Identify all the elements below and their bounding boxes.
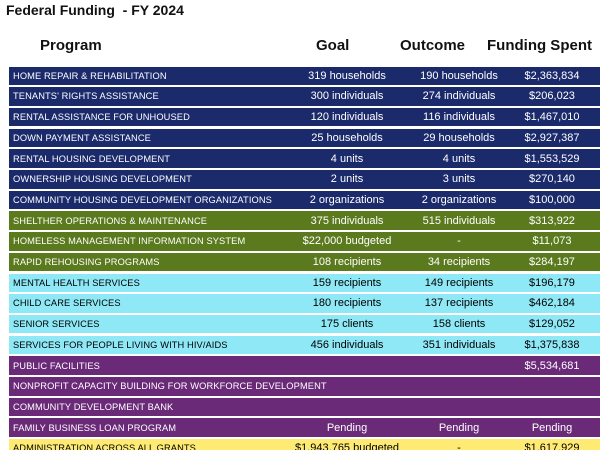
table-row: TENANTS' RIGHTS ASSISTANCE 300 individual… — [9, 87, 600, 106]
table-row: RAPID REHOUSING PROGRAMS 108 recipients 34… — [9, 252, 600, 272]
outcome-value: 274 individuals — [422, 90, 496, 103]
table-row: RENTAL HOUSING DEVELOPMENT 4 units 4 units… — [9, 149, 600, 168]
program-name: SHELTHER OPERATIONS & MAINTENANCE — [13, 215, 208, 226]
goal-value: 159 recipients — [312, 276, 382, 289]
program-name: RAPID REHOUSING PROGRAMS — [13, 257, 160, 268]
funding-spent-value: $11,073 — [532, 235, 572, 248]
funding-spent-value: $1,375,838 — [524, 338, 580, 351]
program-name: DOWN PAYMENT ASSISTANCE — [13, 132, 151, 143]
goal-value: 319 households — [308, 69, 386, 82]
table-row: SHELTHER OPERATIONS & MAINTENANCE 375 ind… — [9, 211, 600, 230]
program-name: ADMINISTRATION ACROSS ALL GRANTS — [13, 443, 196, 450]
goal-value: 108 recipients — [312, 256, 382, 269]
funding-spent-value: Pending — [531, 421, 573, 434]
goal-column-header: Goal — [316, 37, 350, 54]
program-name: PUBLIC FACILITIES — [13, 360, 100, 371]
outcome-value: 351 individuals — [422, 338, 496, 351]
program-name: COMMUNITY HOUSING DEVELOPMENT ORGANIZATI… — [13, 194, 272, 205]
outcome-value: 3 units — [442, 173, 476, 186]
program-name: SENIOR SERVICES — [13, 319, 100, 330]
table-row: SERVICES FOR PEOPLE LIVING WITH HIV/AIDS… — [9, 335, 600, 355]
outcome-column-header: Outcome — [400, 37, 466, 54]
funding-spent-value: $100,000 — [529, 193, 575, 206]
outcome-value: 34 recipients — [427, 256, 491, 269]
outcome-value: 2 organizations — [421, 193, 497, 206]
funding-spent-value: $284,197 — [529, 256, 575, 269]
outcome-value: 190 households — [420, 69, 498, 82]
goal-value: 4 units — [330, 152, 364, 165]
table-row: COMMUNITY DEVELOPMENT BANK — [9, 397, 600, 417]
funding-spent-value: $206,023 — [529, 90, 575, 103]
funding-spent-column-header: Funding Spent — [487, 37, 592, 54]
funding-spent-value: $5,534,681 — [524, 359, 580, 372]
goal-value: $1,943,765 budgeted — [295, 442, 399, 450]
goal-value: 456 individuals — [310, 338, 384, 351]
goal-value: 300 individuals — [310, 90, 384, 103]
program-name: HOME REPAIR & REHABILITATION — [13, 70, 167, 81]
table-row: OWNERSHIP HOUSING DEVELOPMENT 2 units 3 un… — [9, 170, 600, 189]
page-title: Federal Funding - FY 2024 — [6, 2, 184, 18]
funding-spent-value: $313,922 — [529, 214, 575, 227]
goal-value: 120 individuals — [310, 111, 384, 124]
outcome-value: 4 units — [442, 152, 476, 165]
table-row: PUBLIC FACILITIES $5,534,681 — [9, 356, 600, 375]
program-name: HOMELESS MANAGEMENT INFORMATION SYSTEM — [13, 236, 246, 247]
program-name: SERVICES FOR PEOPLE LIVING WITH HIV/AIDS — [13, 339, 228, 350]
outcome-value: - — [457, 442, 461, 450]
goal-value: $22,000 budgeted — [302, 235, 392, 248]
funding-spent-value: $270,140 — [529, 173, 575, 186]
outcome-value: Pending — [438, 421, 480, 434]
funding-spent-value: $462,184 — [529, 297, 575, 310]
outcome-value: - — [457, 235, 461, 248]
program-name: CHILD CARE SERVICES — [13, 298, 121, 309]
goal-value: 180 recipients — [312, 297, 382, 310]
table-row: CHILD CARE SERVICES 180 recipients 137 rec… — [9, 294, 600, 313]
program-name: COMMUNITY DEVELOPMENT BANK — [13, 401, 174, 412]
program-name: NONPROFIT CAPACITY BUILDING FOR WORKFORC… — [13, 381, 327, 392]
goal-value: 25 households — [311, 131, 383, 144]
funding-spent-value: $2,363,834 — [524, 69, 580, 82]
outcome-value: 149 recipients — [424, 276, 494, 289]
goal-value: 375 individuals — [310, 214, 384, 227]
table-row: ADMINISTRATION ACROSS ALL GRANTS $1,943,7… — [9, 439, 600, 450]
program-name: RENTAL HOUSING DEVELOPMENT — [13, 153, 171, 164]
outcome-value: 515 individuals — [422, 214, 496, 227]
table-row: COMMUNITY HOUSING DEVELOPMENT ORGANIZATI… — [9, 190, 600, 210]
table-row: HOMELESS MANAGEMENT INFORMATION SYSTEM $2… — [9, 232, 600, 251]
funding-spent-value: $1,553,529 — [524, 152, 580, 165]
outcome-value: 116 individuals — [423, 111, 495, 124]
outcome-value: 29 households — [423, 131, 495, 144]
program-name: MENTAL HEALTH SERVICES — [13, 277, 140, 288]
table-row: MENTAL HEALTH SERVICES 159 recipients 149 … — [9, 273, 600, 292]
program-column-header: Program — [40, 37, 102, 54]
goal-value: 2 units — [330, 173, 364, 186]
goal-value: 175 clients — [320, 318, 374, 331]
table-row: RENTAL ASSISTANCE FOR UNHOUSED 120 indivi… — [9, 107, 600, 127]
goal-value: 2 organizations — [309, 193, 385, 206]
outcome-value: 158 clients — [432, 318, 486, 331]
funding-spent-value: $129,052 — [529, 318, 575, 331]
outcome-value: 137 recipients — [424, 297, 494, 310]
program-name: TENANTS' RIGHTS ASSISTANCE — [13, 91, 159, 102]
funding-spent-value: $196,179 — [529, 276, 575, 289]
funding-spent-value: $1,617,929 — [524, 442, 580, 450]
funding-spent-value: $1,467,010 — [524, 111, 580, 124]
table-row: HOME REPAIR & REHABILITATION 319 househol… — [9, 66, 600, 85]
funding-spent-value: $2,927,387 — [524, 131, 580, 144]
table-row: NONPROFIT CAPACITY BUILDING FOR WORKFORC… — [9, 377, 600, 396]
table-row: DOWN PAYMENT ASSISTANCE 25 households 29 h… — [9, 128, 600, 148]
funding-spent-value — [504, 398, 600, 417]
program-name: FAMILY BUSINESS LOAN PROGRAM — [13, 422, 177, 433]
program-name: RENTAL ASSISTANCE FOR UNHOUSED — [13, 112, 190, 123]
goal-value: Pending — [326, 421, 368, 434]
funding-spent-value — [504, 377, 600, 396]
table-row: SENIOR SERVICES 175 clients 158 clients $12… — [9, 314, 600, 334]
program-name: OWNERSHIP HOUSING DEVELOPMENT — [13, 174, 192, 185]
table-row: FAMILY BUSINESS LOAN PROGRAM Pending Pendi… — [9, 418, 600, 437]
